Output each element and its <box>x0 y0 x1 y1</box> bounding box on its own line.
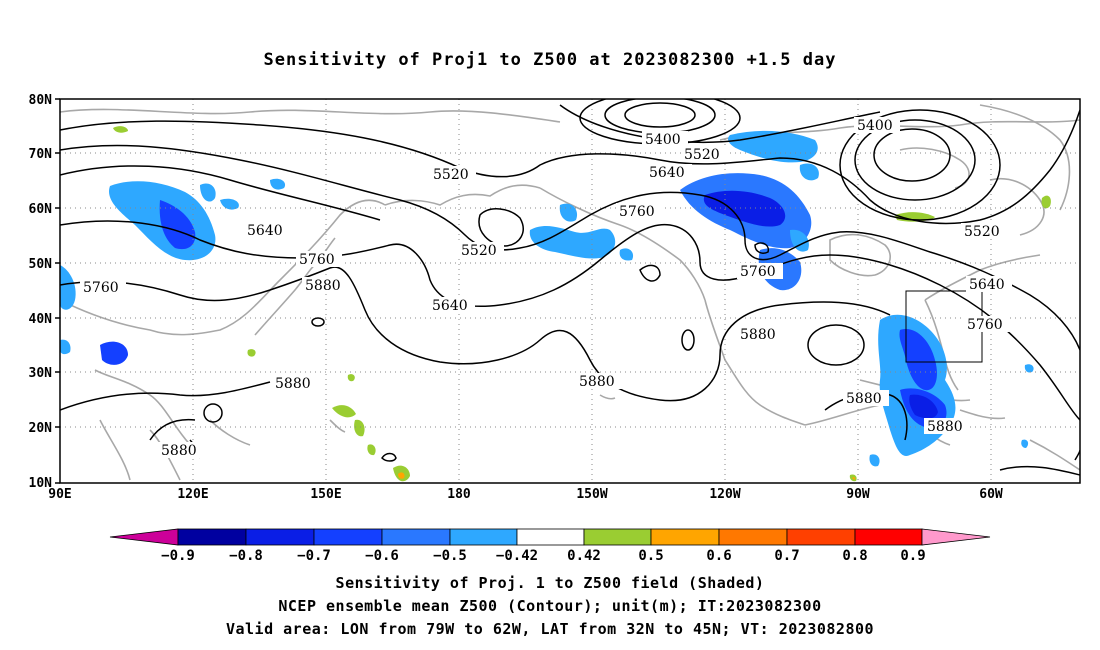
lon-label: 90E <box>48 487 71 502</box>
colorbar-segment <box>854 528 923 546</box>
contour-label: 5880 <box>846 391 882 407</box>
lat-label: 70N <box>29 147 53 162</box>
coastlines <box>60 104 1080 481</box>
lon-label: 180 <box>447 487 471 502</box>
contour-label: 5760 <box>619 204 655 220</box>
colorbar-label: −0.9 <box>161 548 195 564</box>
contour-label: 5760 <box>299 252 335 268</box>
lon-label: 60W <box>979 487 1003 502</box>
lat-label: 80N <box>29 93 53 108</box>
lat-label: 10N <box>29 476 53 491</box>
caption-line-3: Valid area: LON from 79W to 62W, LAT fro… <box>225 620 875 638</box>
contour-label: 5520 <box>964 224 1000 240</box>
colorbar-label: −0.42 <box>496 548 538 564</box>
colorbar-segment <box>381 528 451 546</box>
contour-label: 5880 <box>305 278 341 294</box>
lon-label: 120E <box>177 487 208 502</box>
contour-label: 5880 <box>740 327 776 343</box>
lat-ticks <box>55 98 60 484</box>
colorbar-segment <box>650 528 720 546</box>
contour-label: 5520 <box>433 167 469 183</box>
latitude-labels: 80N 70N 60N 50N 40N 30N 20N 10N <box>29 93 53 491</box>
colorbar-segment <box>313 528 383 546</box>
z500-contours <box>60 99 1080 476</box>
colorbar-label: −0.7 <box>297 548 331 564</box>
sensitivity-shading <box>60 126 1051 482</box>
contour-labels: 5400 5400 5520 5520 5520 5520 5640 5640 … <box>80 117 1012 459</box>
colorbar-segment <box>449 528 518 546</box>
lon-label: 120W <box>709 487 740 502</box>
colorbar-high-arrow <box>921 528 991 546</box>
lat-label: 20N <box>29 421 53 436</box>
caption-line-1: Sensitivity of Proj. 1 to Z500 field (Sh… <box>335 574 765 592</box>
colorbar-label: 0.5 <box>638 548 663 564</box>
lat-label: 60N <box>29 202 53 217</box>
colorbar-segment <box>516 528 585 546</box>
lon-label: 150W <box>576 487 607 502</box>
contour-label: 5640 <box>432 298 468 314</box>
contour-label: 5880 <box>927 419 963 435</box>
colorbar-label: −0.6 <box>365 548 399 564</box>
caption-line-2: NCEP ensemble mean Z500 (Contour); unit(… <box>278 597 822 615</box>
contour-label: 5760 <box>967 317 1003 333</box>
grid-lines <box>60 99 1080 483</box>
colorbar-labels: −0.9 −0.8 −0.7 −0.6 −0.5 −0.42 0.42 0.5 … <box>161 548 926 564</box>
colorbar <box>109 528 991 546</box>
contour-label: 5520 <box>684 147 720 163</box>
longitude-labels: 90E 120E 150E 180 150W 120W 90W 60W <box>48 487 1003 502</box>
lat-label: 30N <box>29 366 53 381</box>
colorbar-label: 0.7 <box>774 548 799 564</box>
map-title: Sensitivity of Proj1 to Z500 at 20230823… <box>263 50 837 70</box>
contour-label: 5880 <box>161 443 197 459</box>
colorbar-label: 0.8 <box>842 548 867 564</box>
contour-label: 5640 <box>649 165 685 181</box>
colorbar-label: −0.5 <box>433 548 467 564</box>
colorbar-segment <box>583 528 652 546</box>
map-frame <box>59 98 1081 484</box>
contour-label: 5400 <box>645 132 681 148</box>
colorbar-label: 0.9 <box>900 548 925 564</box>
lon-label: 90W <box>846 487 870 502</box>
contour-label: 5400 <box>857 118 893 134</box>
contour-label: 5640 <box>969 277 1005 293</box>
colorbar-label: −0.8 <box>229 548 263 564</box>
colorbar-segment <box>786 528 856 546</box>
colorbar-segment <box>718 528 788 546</box>
colorbar-low-arrow <box>109 528 179 546</box>
contour-label: 5880 <box>579 374 615 390</box>
contour-label: 5880 <box>275 376 311 392</box>
contour-label: 5760 <box>740 264 776 280</box>
colorbar-segment <box>177 528 247 546</box>
colorbar-label: 0.6 <box>706 548 731 564</box>
contour-label: 5760 <box>83 280 119 296</box>
contour-label: 5520 <box>461 243 497 259</box>
colorbar-segment <box>245 528 315 546</box>
colorbar-label: 0.42 <box>567 548 601 564</box>
lat-label: 40N <box>29 312 53 327</box>
lon-label: 150E <box>310 487 341 502</box>
lat-label: 50N <box>29 257 53 272</box>
contour-label: 5640 <box>247 223 283 239</box>
